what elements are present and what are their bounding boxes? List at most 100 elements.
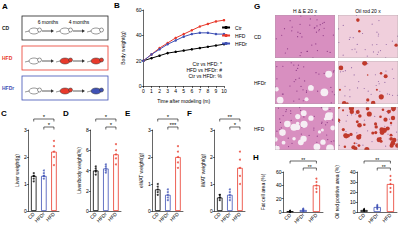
svg-text:iWAT weight(g): iWAT weight(g) — [200, 153, 206, 187]
svg-text:HFDr: HFDr — [33, 210, 46, 224]
svg-text:**: ** — [228, 114, 233, 120]
svg-text:**: ** — [308, 164, 312, 170]
svg-text:HFD: HFD — [235, 33, 246, 39]
svg-text:C: C — [1, 109, 7, 118]
svg-text:**: ** — [375, 157, 379, 163]
svg-text:1: 1 — [148, 181, 151, 187]
svg-text:0: 0 — [148, 208, 151, 214]
svg-text:HFDr: HFDr — [293, 212, 306, 225]
svg-text:6 months: 6 months — [38, 19, 59, 25]
svg-text:Oil rod 20 x: Oil rod 20 x — [355, 8, 381, 14]
svg-text:F: F — [187, 109, 192, 118]
svg-text:Oil red positive area (%): Oil red positive area (%) — [334, 165, 340, 219]
svg-text:30: 30 — [350, 179, 356, 185]
svg-text:G: G — [254, 2, 260, 11]
svg-text:Ctr vs HFDr: %: Ctr vs HFDr: % — [188, 73, 222, 79]
svg-text:E: E — [125, 109, 131, 118]
svg-text:HFDr: HFDr — [367, 212, 380, 225]
svg-text:4 months: 4 months — [69, 19, 90, 25]
svg-text:CD: CD — [88, 210, 98, 221]
svg-text:Liver/body weight(%): Liver/body weight(%) — [76, 147, 82, 194]
svg-text:Ctr: Ctr — [235, 25, 242, 31]
svg-text:CD: CD — [283, 212, 293, 222]
svg-text:2: 2 — [210, 154, 213, 160]
svg-text:**: ** — [382, 164, 386, 170]
svg-text:20: 20 — [276, 196, 282, 202]
svg-text:CD: CD — [26, 210, 36, 221]
svg-text:Time after modeling (m): Time after modeling (m) — [157, 98, 210, 104]
svg-text:60: 60 — [136, 7, 142, 13]
svg-text:2: 2 — [86, 188, 89, 194]
svg-text:9: 9 — [215, 88, 218, 94]
svg-text:*: * — [48, 122, 51, 128]
svg-text:6: 6 — [190, 88, 193, 94]
svg-text:*: * — [110, 122, 113, 128]
svg-text:Fat cell area (%): Fat cell area (%) — [260, 173, 266, 210]
svg-text:eWAT weight(g): eWAT weight(g) — [138, 153, 144, 189]
svg-text:1: 1 — [210, 181, 213, 187]
svg-text:3: 3 — [166, 88, 169, 94]
svg-text:3: 3 — [148, 127, 151, 133]
svg-text:60: 60 — [276, 169, 282, 175]
svg-text:HFDr: HFDr — [219, 210, 232, 224]
svg-text:HFD: HFD — [107, 211, 119, 223]
svg-text:A: A — [2, 2, 8, 11]
svg-text:HFD: HFD — [169, 211, 181, 223]
svg-text:CD: CD — [150, 210, 160, 221]
svg-text:20: 20 — [350, 189, 356, 195]
svg-text:HFDr: HFDr — [157, 210, 170, 224]
svg-text:Liver weight(g): Liver weight(g) — [14, 154, 20, 187]
svg-text:*: * — [43, 114, 46, 120]
svg-text:1: 1 — [150, 88, 153, 94]
svg-text:D: D — [63, 109, 69, 118]
svg-text:HFDr: HFDr — [235, 41, 247, 47]
svg-text:3: 3 — [210, 127, 213, 133]
svg-text:8: 8 — [86, 127, 89, 133]
svg-text:1: 1 — [24, 181, 27, 187]
svg-text:HFD: HFD — [45, 211, 57, 223]
svg-text:H & E 20 x: H & E 20 x — [293, 8, 317, 14]
svg-text:20: 20 — [136, 58, 142, 64]
svg-text:*: * — [234, 122, 237, 128]
svg-text:H: H — [253, 153, 259, 162]
svg-text:CD: CD — [212, 210, 222, 221]
svg-text:HFD: HFD — [254, 126, 265, 132]
svg-text:*: * — [105, 114, 108, 120]
svg-text:10: 10 — [350, 199, 356, 205]
svg-text:HFDr: HFDr — [254, 80, 266, 86]
svg-text:5: 5 — [182, 88, 185, 94]
svg-text:HFD: HFD — [2, 55, 13, 61]
svg-text:40: 40 — [350, 169, 356, 175]
svg-text:2: 2 — [158, 88, 161, 94]
svg-text:B: B — [114, 1, 120, 10]
svg-text:HFD: HFD — [381, 212, 393, 224]
svg-text:0: 0 — [210, 208, 213, 214]
svg-text:6: 6 — [86, 147, 89, 153]
svg-text:3: 3 — [24, 127, 27, 133]
svg-text:4: 4 — [86, 168, 89, 174]
svg-text:40: 40 — [136, 32, 142, 38]
svg-text:CD: CD — [254, 34, 262, 40]
svg-text:0: 0 — [353, 209, 356, 215]
svg-text:2: 2 — [148, 154, 151, 160]
svg-text:40: 40 — [276, 182, 282, 188]
svg-text:HFD: HFD — [307, 212, 319, 224]
svg-text:0: 0 — [279, 209, 282, 215]
svg-text:HFDr: HFDr — [95, 210, 108, 224]
svg-text:**: ** — [301, 157, 305, 163]
svg-text:2: 2 — [24, 154, 27, 160]
svg-text:8: 8 — [207, 88, 210, 94]
svg-text:HFDr: HFDr — [2, 85, 14, 91]
svg-text:7: 7 — [198, 88, 201, 94]
svg-text:4: 4 — [174, 88, 177, 94]
svg-text:CD: CD — [2, 25, 10, 31]
svg-text:0: 0 — [86, 208, 89, 214]
svg-text:***: *** — [169, 122, 177, 128]
svg-text:HFD: HFD — [231, 211, 243, 223]
svg-text:Body weight(g): Body weight(g) — [120, 31, 126, 65]
svg-text:*: * — [167, 114, 170, 120]
svg-text:CD: CD — [357, 212, 367, 222]
svg-text:0: 0 — [142, 88, 145, 94]
svg-text:0: 0 — [24, 208, 27, 214]
svg-text:10: 10 — [221, 88, 227, 94]
